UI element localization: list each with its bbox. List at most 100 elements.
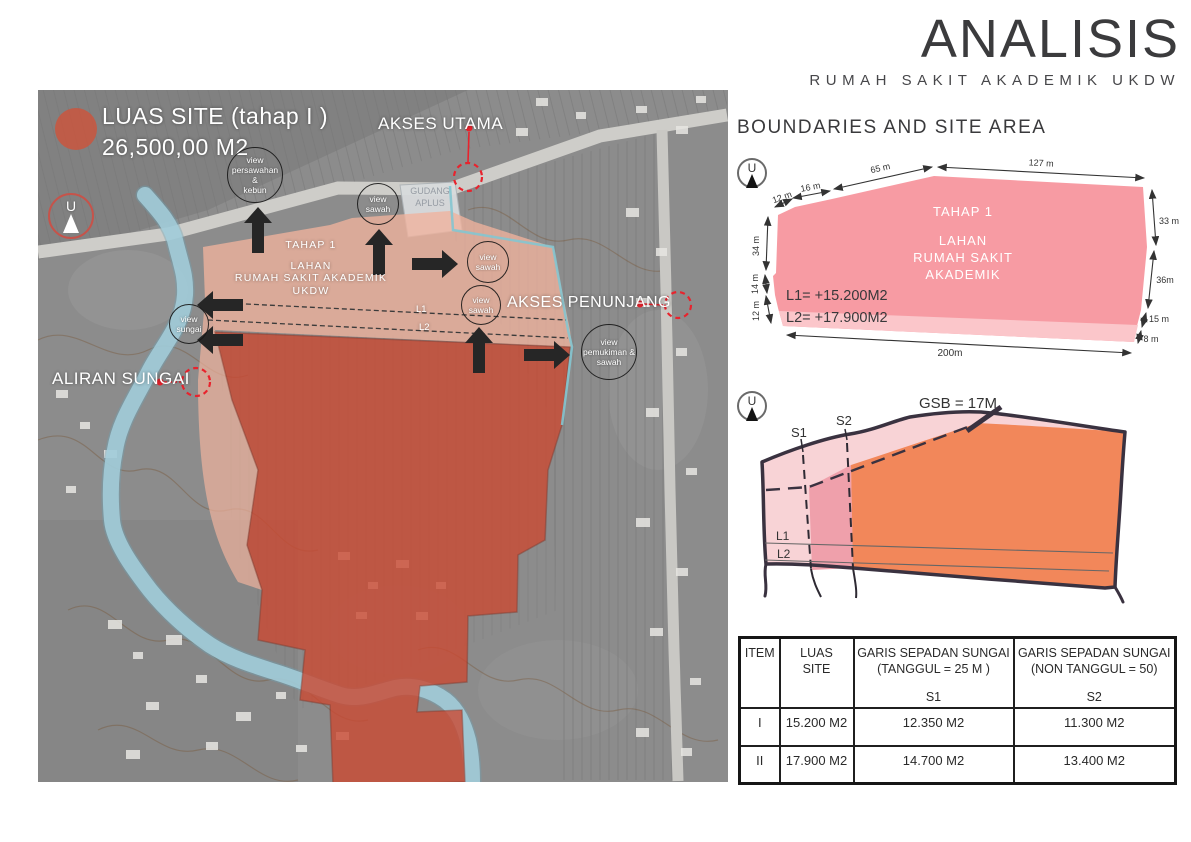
view-circle-sawah-2: view sawah — [467, 241, 509, 283]
section-lines — [800, 428, 858, 599]
svg-text:33 m: 33 m — [1159, 216, 1179, 226]
arrow-right-icon — [412, 250, 458, 278]
north-arrow-icon — [746, 407, 758, 421]
gudang-label: GUDANG APLUS — [410, 186, 450, 208]
dimension-labels: 12 m 16 m 65 m 127 m 33 m 36m 15 m 8 m 3… — [750, 157, 1179, 359]
col-item: ITEM — [738, 636, 781, 709]
north-indicator-diagram1: U — [737, 158, 767, 188]
arrow-up-icon — [465, 327, 493, 373]
terrain-patch — [68, 250, 188, 330]
view-circle-sawah-3: view sawah — [461, 285, 501, 325]
l2-area-label: L2= +17.900M2 — [786, 310, 888, 326]
l2-label: L2 — [777, 547, 791, 561]
l1-line-label: L1 — [416, 304, 427, 315]
view-circle-sawah-1: view sawah — [357, 183, 399, 225]
s2-label: S2 — [836, 413, 852, 428]
svg-text:127 m: 127 m — [1028, 157, 1054, 168]
site-map: LUAS SITE (tahap I ) 26,500,00 M2 U AKSE… — [38, 90, 728, 782]
dimension-lines — [762, 163, 1160, 357]
gsb-zone-buildable — [851, 423, 1125, 588]
akses-penunjang-circle — [663, 290, 693, 320]
akses-utama-leader — [467, 131, 470, 163]
view-arrows — [197, 207, 570, 373]
col-s1: GARIS SEPADAN SUNGAI (TANGGUL = 25 M ) S… — [852, 636, 1015, 709]
site-dimension-diagram: TAHAP 1 LAHAN RUMAH SAKIT AKADEMIK L1= +… — [750, 157, 1179, 359]
svg-text:LAHAN: LAHAN — [939, 233, 987, 248]
col-luas: LUAS SITE — [778, 636, 855, 709]
page-title: ANALISIS — [920, 9, 1180, 69]
legend-area: 26,500,00 M2 — [102, 134, 249, 160]
secondary-road — [656, 129, 684, 782]
svg-text:200m: 200m — [937, 348, 962, 359]
site-polygon — [773, 176, 1147, 342]
l1-label: L1 — [776, 529, 790, 543]
arrow-left-icon — [197, 326, 243, 354]
main-road — [38, 108, 728, 259]
l1-area-label: L1= +15.200M2 — [786, 288, 888, 304]
table-row: II 17.900 M2 14.700 M2 13.400 M2 — [738, 744, 1177, 785]
akses-penunjang-leader — [643, 303, 664, 306]
gsb-dashed-line — [765, 421, 979, 492]
north-arrow-icon — [63, 214, 79, 233]
svg-text:15 m: 15 m — [1149, 314, 1169, 324]
svg-text:AKADEMIK: AKADEMIK — [925, 267, 1000, 282]
svg-text:16 m: 16 m — [800, 180, 822, 194]
arrow-up-icon — [365, 229, 393, 275]
akses-utama-circle — [452, 161, 484, 193]
svg-text:65 m: 65 m — [869, 161, 891, 175]
north-indicator: U — [48, 193, 94, 239]
parcel-boundary-line — [448, 185, 574, 426]
svg-text:RUMAH SAKIT: RUMAH SAKIT — [913, 250, 1013, 265]
gsb-value-label: GSB = 17M — [919, 395, 997, 412]
gsb-shape-outline — [760, 410, 1127, 590]
svg-text:14 m: 14 m — [750, 274, 760, 294]
svg-text:36m: 36m — [1156, 275, 1174, 285]
svg-text:12 m: 12 m — [751, 301, 761, 321]
outline-tails — [763, 562, 1125, 604]
akses-utama-label: AKSES UTAMA — [378, 114, 504, 133]
north-indicator-diagram2: U — [737, 391, 767, 421]
north-arrow-icon — [746, 174, 758, 188]
s1-label: S1 — [791, 425, 807, 440]
table-row: I 15.200 M2 12.350 M2 11.300 M2 — [738, 706, 1177, 747]
aliran-sungai-dot — [156, 378, 164, 386]
buildings — [56, 96, 706, 759]
view-circle-pemukiman: view pemukiman & sawah — [581, 324, 637, 380]
svg-text:TAHAP 1: TAHAP 1 — [933, 204, 993, 219]
akses-penunjang-dot — [636, 300, 644, 308]
svg-text:34 m: 34 m — [751, 236, 761, 256]
view-circle-sungai: view sungai — [169, 304, 209, 344]
gsb-mark — [965, 404, 1003, 434]
arrow-right-icon — [524, 341, 570, 369]
area-labels: L1= +15.200M2 L2= +17.900M2 — [786, 288, 888, 326]
site-overlay-main — [214, 331, 571, 782]
arrow-left-icon — [197, 291, 243, 319]
access-markers — [156, 124, 693, 398]
svg-text:12 m: 12 m — [771, 189, 793, 205]
page-subtitle: RUMAH SAKIT AKADEMIK UKDW — [809, 72, 1180, 89]
view-circle-persawahan: view persawahan & kebun — [227, 147, 283, 203]
site-overlay-river-strip — [198, 300, 262, 590]
boundaries-heading: BOUNDARIES AND SITE AREA — [737, 117, 1047, 138]
akses-penunjang-label: AKSES PENUNJANG — [507, 294, 671, 311]
north-label: U — [65, 198, 77, 214]
sepadan-table: ITEM LUAS SITE GARIS SEPADAN SUNGAI (TAN… — [738, 636, 1177, 785]
l2-line-label: L2 — [419, 322, 430, 333]
gsb-zone-s1s2 — [809, 465, 853, 570]
setback-thin-lines — [764, 542, 1114, 572]
setback-lines — [205, 301, 569, 339]
col-s2: GARIS SEPADAN SUNGAI (NON TANGGUL = 50) … — [1012, 636, 1177, 709]
legend-swatch — [55, 108, 97, 150]
svg-text:8 m: 8 m — [1143, 334, 1158, 344]
legend-title: LUAS SITE (tahap I ) — [102, 103, 329, 129]
site-phase-label: TAHAP 1 LAHAN RUMAH SAKIT AKADEMIK UKDW — [234, 239, 388, 297]
table-header-row: ITEM LUAS SITE GARIS SEPADAN SUNGAI (TAN… — [738, 636, 1177, 709]
site-polygon-labels: TAHAP 1 LAHAN RUMAH SAKIT AKADEMIK — [913, 204, 1013, 282]
arrow-up-icon — [244, 207, 272, 253]
field-texture — [38, 90, 727, 248]
aliran-sungai-circle — [180, 366, 212, 398]
akses-utama-dot — [465, 124, 473, 132]
gsb-diagram: GSB = 17M S1 S2 L1 L2 — [760, 395, 1127, 604]
aliran-sungai-label: ALIRAN SUNGAI — [52, 369, 190, 388]
